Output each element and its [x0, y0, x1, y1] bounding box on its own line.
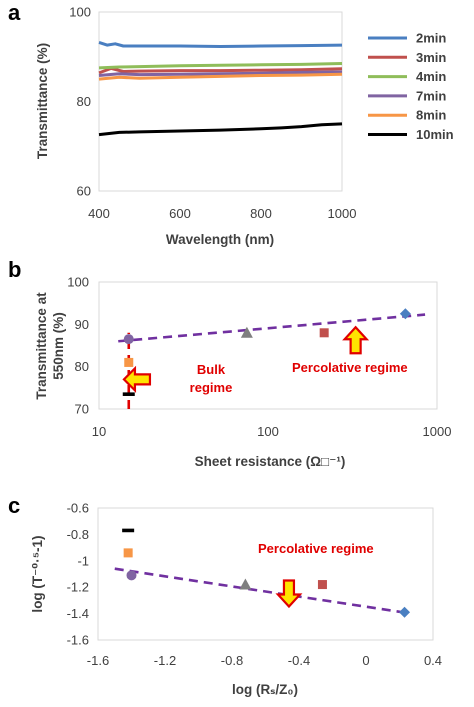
panel-a-plot-frame [98, 11, 343, 192]
arrow-down-icon [275, 579, 303, 609]
panel-b-y-tick-label: 70 [75, 402, 89, 417]
legend-label-3min: 3min [416, 50, 446, 65]
panel-c-fit-lines [114, 567, 404, 614]
legend-label-4min: 4min [416, 69, 446, 84]
panel-b-y-tick-label: 100 [67, 275, 89, 290]
panel-c-percolative-label: Percolative regime [258, 541, 374, 556]
percolative-fit-line [118, 313, 426, 343]
panel-a-x-tick-label: 600 [169, 206, 191, 221]
panel-c-chart: -1.6 -1.2 -0.8 -0.4 0 0.4 -1.6 -1.4 -1.2 -1 -0.8 -0… [30, 501, 442, 698]
panel-c-y-tick-label: -1 [77, 553, 89, 568]
panel-b-x-tick-label: 1000 [423, 424, 452, 439]
panel-c-x-tick-label: -1.2 [154, 653, 176, 668]
panel-b-x-tick-label: 100 [257, 424, 279, 439]
panel-c-x-tick-label: 0 [362, 653, 369, 668]
panel-c-y-tick-label: -1.2 [67, 580, 89, 595]
panel-a-x-tick-label: 800 [250, 206, 272, 221]
panel-b-y-axis-title-line2: 550nm (%) [51, 312, 66, 380]
data-point-triangle [239, 578, 252, 590]
data-point-dash [122, 528, 135, 533]
data-point-dash [122, 392, 135, 396]
panel-c-y-axis-title: log (T⁻⁰·⁵-1) [30, 535, 45, 612]
panel-c-y-tick-label: -1.4 [67, 606, 89, 621]
panel-a-series [98, 40, 343, 137]
panel-b-tick-labels: 10 100 1000 70 80 90 100 [67, 275, 451, 440]
panel-b-bulk-label-line2: regime [190, 380, 233, 395]
panel-c-x-tick-label: 0.4 [424, 653, 442, 668]
series-7min-line [98, 70, 343, 77]
panel-c-x-axis-title: log (Rₛ/Z₀) [232, 682, 298, 697]
panel-a-legend: 2min 3min 4min 7min 8min 10min [368, 31, 454, 142]
panel-c-x-tick-label: -1.6 [87, 653, 109, 668]
panel-b-arrows [122, 325, 370, 394]
data-point-circle [123, 334, 134, 345]
panel-a-x-tick-label: 400 [88, 206, 110, 221]
panel-c-x-tick-label: -0.4 [288, 653, 310, 668]
panel-c-points [122, 528, 411, 618]
panel-a-tick-labels: 400 600 800 1000 60 80 100 [69, 5, 356, 222]
legend-label-2min: 2min [416, 31, 446, 46]
data-point-square [319, 328, 329, 338]
legend-label-7min: 7min [416, 88, 446, 103]
data-point-circle [126, 570, 137, 581]
panel-a-x-tick-label: 1000 [328, 206, 357, 221]
series-2min-line [98, 40, 343, 48]
panel-b-y-tick-label: 80 [75, 359, 89, 374]
data-point-square [317, 580, 327, 590]
series-8min-line [98, 72, 343, 81]
panel-c-tick-labels: -1.6 -1.2 -0.8 -0.4 0 0.4 -1.6 -1.4 -1.2 -1 -0.8 -0… [67, 501, 442, 669]
panel-b-y-tick-label: 90 [75, 317, 89, 332]
panel-a-chart: 400 600 800 1000 60 80 100 2min 3min 4min 7min 8mi… [35, 5, 454, 248]
panel-c-y-tick-label: -1.6 [67, 633, 89, 648]
panel-b-fit-lines [118, 313, 426, 409]
series-10min-line [98, 122, 343, 137]
panel-b-letter: b [8, 257, 21, 282]
panel-a-y-axis-title: Transmittance (%) [35, 43, 50, 159]
series-3min-line [98, 66, 343, 75]
panel-a-x-axis-title: Wavelength (nm) [166, 232, 274, 247]
panel-b-y-axis-title-line1: Transmittance at [34, 292, 49, 400]
arrow-up-icon [342, 325, 370, 355]
series-4min-line [98, 62, 343, 70]
data-point-diamond [399, 606, 411, 618]
panel-a-y-tick-label: 80 [77, 94, 91, 109]
panel-b-bulk-label-line1: Bulk [197, 362, 226, 377]
legend-label-10min: 10min [416, 127, 454, 142]
panel-b-chart: 10 100 1000 70 80 90 100 Bulk regime Percolati… [34, 275, 451, 470]
panel-c-y-tick-label: -0.6 [67, 501, 89, 516]
percolative-fit-line [114, 567, 404, 614]
panel-b-x-axis-title: Sheet resistance (Ω□⁻¹) [195, 454, 346, 469]
data-point-diamond [399, 308, 411, 320]
data-point-square [124, 357, 134, 367]
panel-a-y-tick-label: 100 [69, 5, 91, 20]
panel-c-letter: c [8, 493, 20, 518]
panel-b-plot-frame [98, 281, 438, 410]
panel-b-percolative-label: Percolative regime [292, 360, 408, 375]
legend-label-8min: 8min [416, 108, 446, 123]
panel-b-points [122, 308, 411, 396]
panel-c-x-tick-label: -0.8 [221, 653, 243, 668]
data-point-triangle [240, 326, 253, 338]
arrow-left-icon [122, 365, 152, 394]
panel-a-letter: a [8, 0, 21, 25]
panel-b-x-tick-label: 10 [92, 424, 106, 439]
panel-c-plot-frame [97, 507, 434, 641]
panel-c-y-tick-label: -0.8 [67, 527, 89, 542]
panel-c-arrows [275, 579, 303, 609]
data-point-square [123, 548, 133, 558]
panel-a-y-tick-label: 60 [77, 184, 91, 199]
